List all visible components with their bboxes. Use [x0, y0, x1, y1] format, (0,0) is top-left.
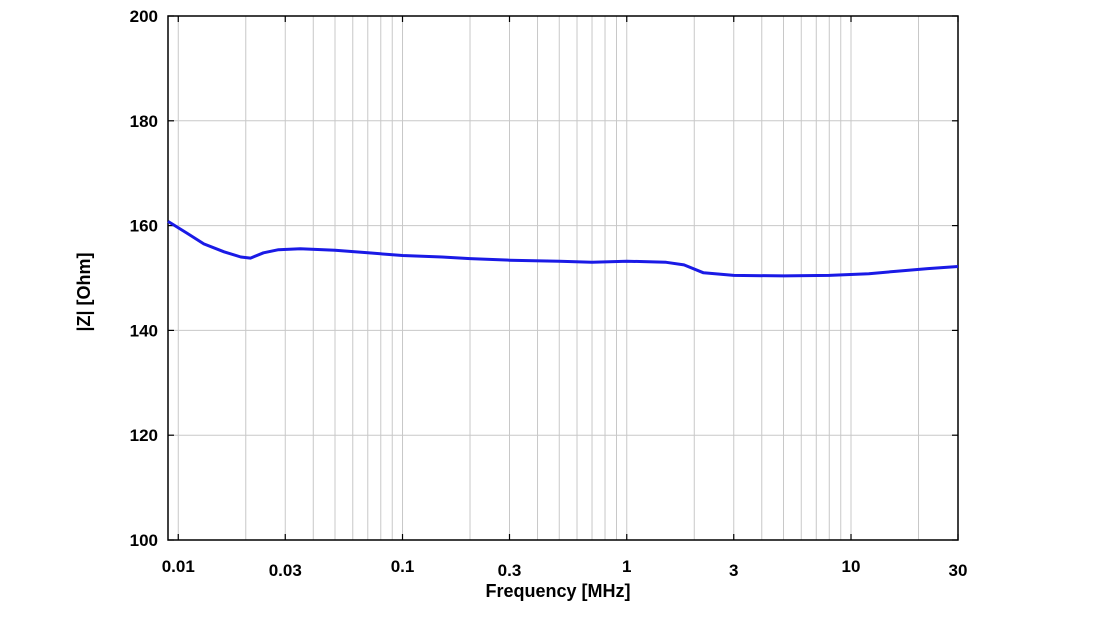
y-axis-title: |Z| [Ohm] [74, 252, 94, 331]
grid [167, 16, 958, 540]
tick-marks [168, 15, 959, 541]
y-tick-label: 160 [130, 217, 158, 236]
x-tick-label: 10 [842, 557, 861, 576]
series-group [167, 220, 959, 278]
x-tick-label: 1 [622, 557, 631, 576]
x-tick-label: 0.3 [498, 561, 522, 580]
y-tick-label: 100 [130, 531, 158, 550]
y-tick-label: 120 [130, 426, 158, 445]
x-tick-label: 0.01 [162, 557, 195, 576]
y-tick-labels: 100 120 140 160 180 200 [130, 7, 158, 550]
x-axis-title: Frequency [MHz] [485, 581, 630, 601]
y-tick-label: 200 [130, 7, 158, 26]
x-tick-label: 3 [729, 561, 738, 580]
x-tick-labels: 0.01 0.03 0.1 0.3 1 3 10 30 [162, 557, 968, 580]
y-tick-label: 180 [130, 112, 158, 131]
x-tick-label: 0.1 [391, 557, 415, 576]
x-tick-label: 30 [949, 561, 968, 580]
plot-frame [167, 15, 959, 541]
y-tick-label: 140 [130, 321, 158, 340]
x-tick-label: 0.03 [269, 561, 302, 580]
series-line [167, 220, 959, 278]
